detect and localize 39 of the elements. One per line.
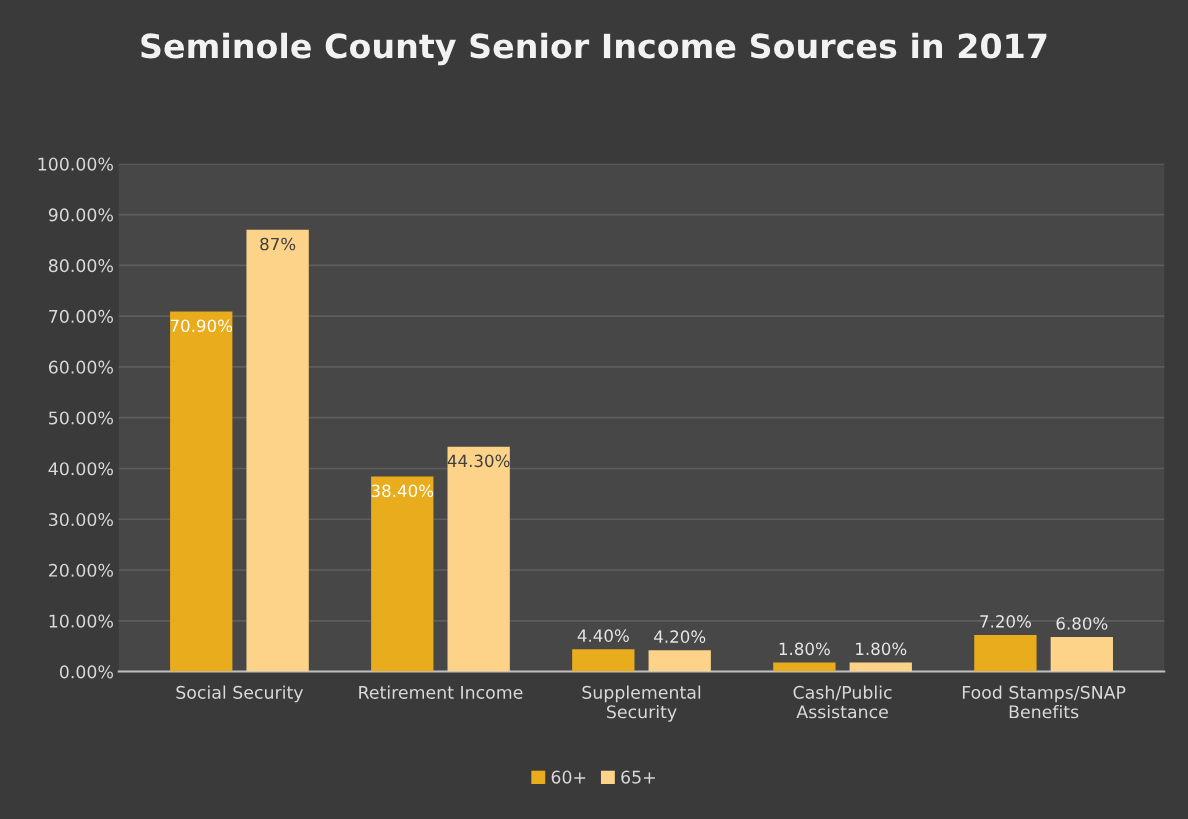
data-label: 1.80% — [779, 642, 830, 656]
x-tick-label: Retirement Income — [359, 685, 523, 699]
x-tick-label: Cash/Public Assistance — [793, 685, 892, 719]
x-tick-label: Social Security — [176, 685, 304, 703]
bar — [849, 662, 912, 672]
bar — [246, 229, 309, 672]
x-tick-label: Food Stamps/SNAP Benefits — [962, 685, 1126, 719]
data-label: 44.30% — [447, 454, 510, 468]
y-tick-label: 0.00% — [59, 665, 113, 679]
data-label: 70.90% — [170, 319, 233, 333]
x-tick-label: Supplemental Security — [582, 685, 701, 722]
bar — [648, 650, 711, 672]
y-tick-label: 50.00% — [49, 411, 113, 425]
y-tick-label: 70.00% — [49, 309, 113, 323]
y-tick-label: 60.00% — [48, 360, 113, 374]
bar — [773, 662, 836, 672]
data-label: 7.20% — [980, 615, 1031, 628]
bar — [572, 649, 635, 672]
data-label: 1.80% — [856, 642, 907, 656]
y-tick-label: 40.00% — [48, 462, 113, 476]
y-tick-label: 90.00% — [48, 208, 113, 222]
data-label: 4.40% — [577, 629, 629, 642]
bar — [447, 446, 510, 672]
bar — [371, 476, 434, 672]
legend-label: 65+ — [621, 770, 655, 784]
bar — [170, 311, 233, 672]
y-tick-label: 30.00% — [49, 512, 113, 527]
data-label: 38.40% — [371, 484, 434, 498]
legend-label: 60+ — [551, 770, 586, 784]
chart-title: Seminole County Senior Income Sources in 2017 — [141, 32, 1047, 66]
bar — [1050, 637, 1113, 672]
data-label: 6.80% — [1056, 617, 1108, 630]
y-tick-label: 100.00% — [38, 157, 113, 171]
data-label: 87% — [260, 237, 296, 251]
y-tick-label: 20.00% — [49, 563, 113, 577]
y-tick-label: 10.00% — [49, 614, 113, 628]
bar — [974, 635, 1037, 672]
data-label: 4.20% — [654, 630, 706, 643]
y-tick-label: 80.00% — [48, 259, 113, 273]
